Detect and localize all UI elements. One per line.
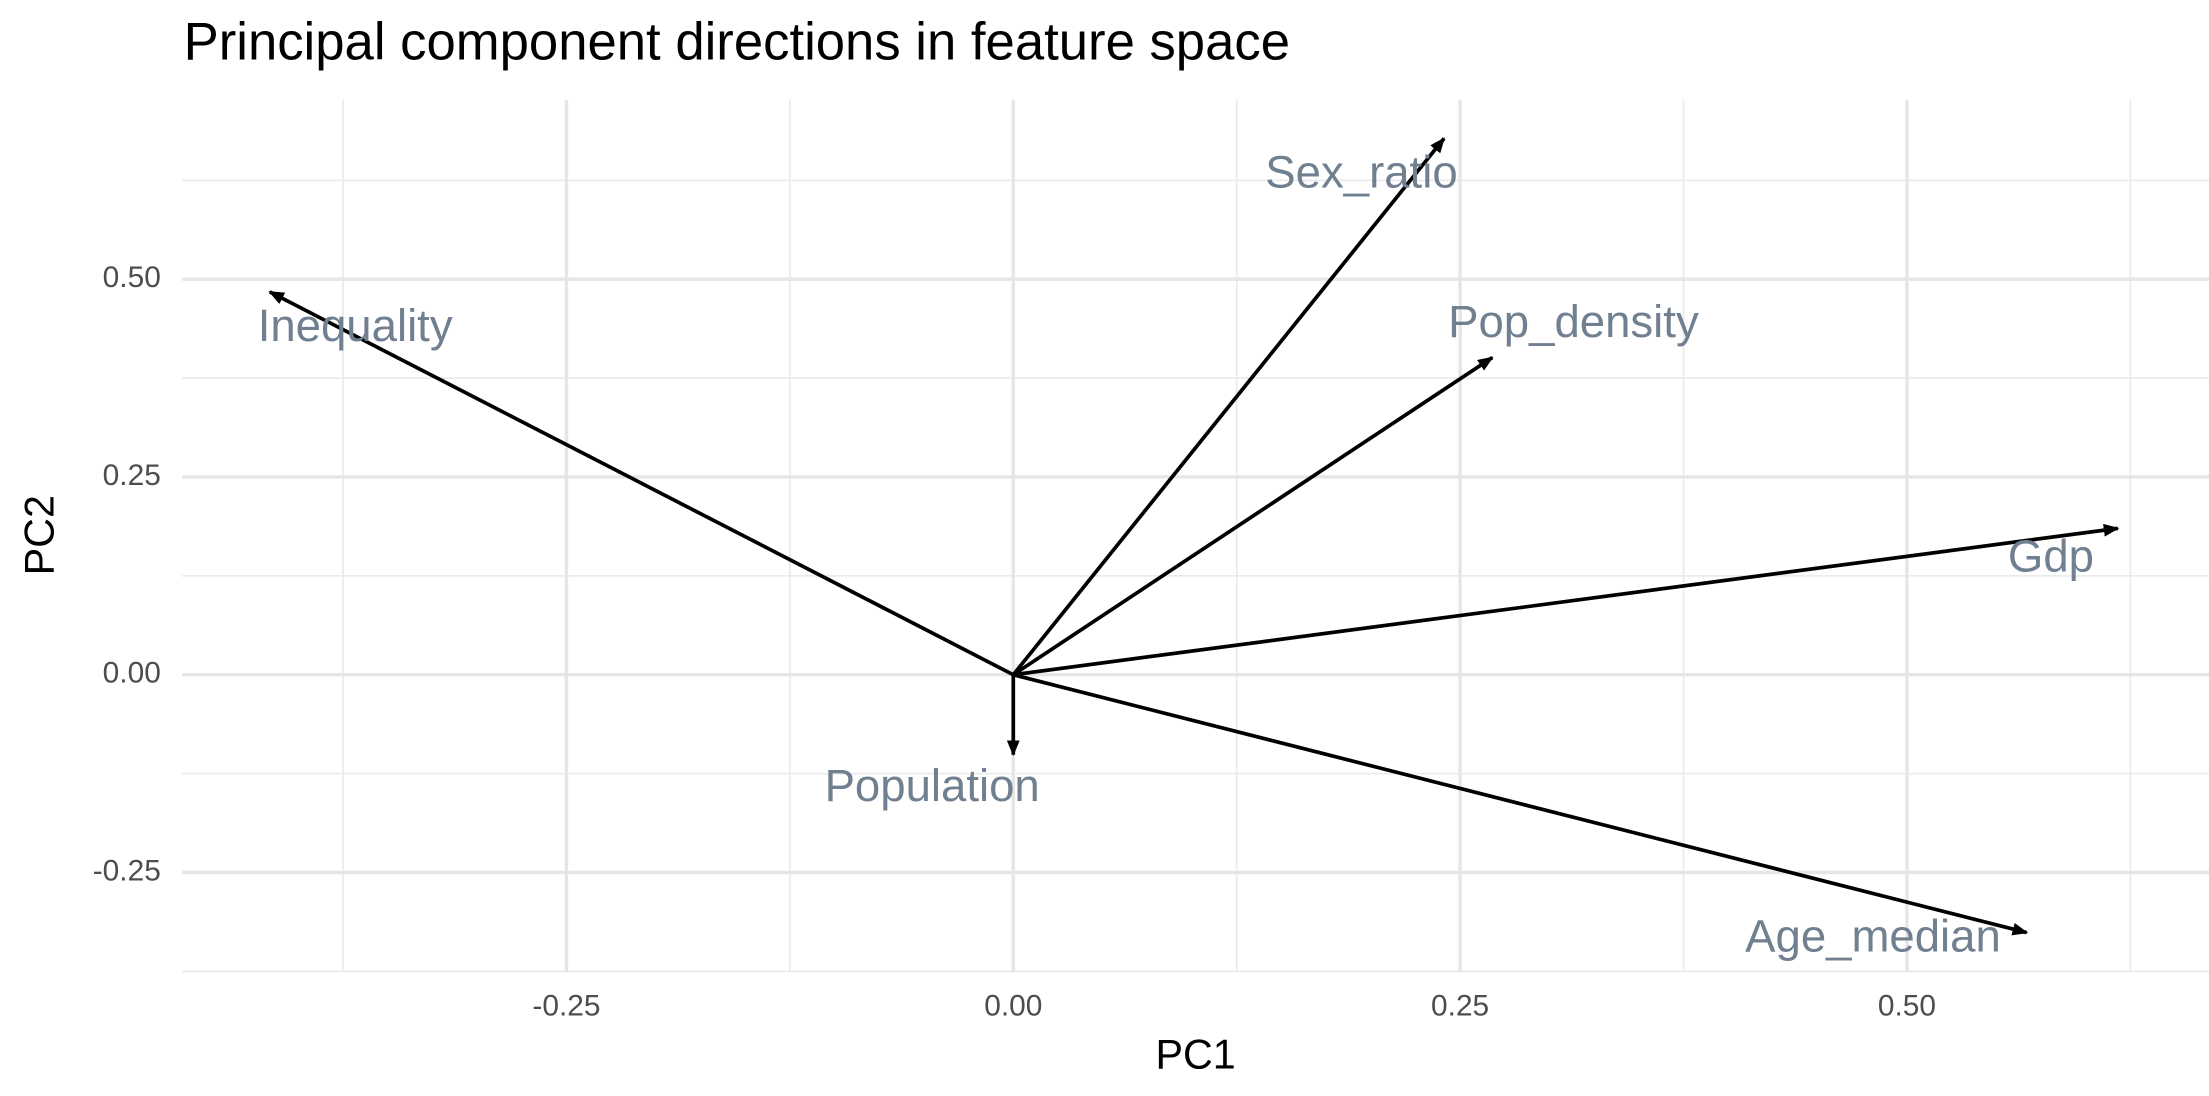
chart-title: Principal component directions in featur…	[184, 12, 1290, 71]
vector-arrow	[1011, 137, 1446, 676]
vector-label: Pop_density	[1448, 296, 1699, 347]
y-tick-label: 0.00	[103, 657, 161, 690]
vector-arrow	[1012, 672, 2029, 936]
vector-arrow	[268, 290, 1015, 677]
x-axis-title: PC1	[1155, 1031, 1235, 1077]
vector-label: Age_median	[1745, 911, 2001, 962]
vector-arrow	[1013, 523, 2120, 677]
y-tick-label: 0.25	[103, 459, 161, 492]
y-axis-title: PC2	[17, 495, 63, 575]
vector-arrow	[1012, 355, 1494, 677]
vector-label: Population	[825, 760, 1040, 811]
y-tick-label: 0.50	[103, 261, 161, 294]
vector-label: Gdp	[2008, 531, 2094, 582]
grid	[182, 99, 2209, 973]
x-tick-label: -0.25	[532, 990, 600, 1023]
x-tick-label: 0.25	[1431, 990, 1489, 1023]
x-tick-label: 0.50	[1878, 990, 1936, 1023]
vector-label: Sex_ratio	[1265, 146, 1457, 197]
marks	[268, 137, 2120, 936]
x-tick-label: 0.00	[984, 990, 1042, 1023]
y-tick-label: -0.25	[93, 854, 161, 887]
vector-label: Inequality	[258, 300, 453, 351]
